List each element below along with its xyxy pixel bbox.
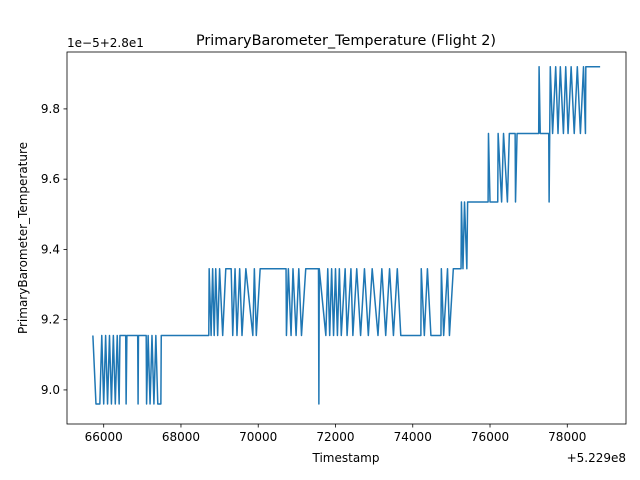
y-tick-label: 9.0: [41, 383, 60, 397]
y-tick-label: 9.4: [41, 242, 60, 256]
x-axis-label: Timestamp: [312, 451, 380, 465]
chart-title: PrimaryBarometer_Temperature (Flight 2): [196, 33, 496, 49]
x-tick-label: 68000: [162, 430, 200, 444]
y-offset-label: 1e−5+2.8e1: [67, 36, 144, 50]
x-tick-label: 70000: [239, 430, 277, 444]
y-tick-label: 9.2: [41, 313, 60, 327]
x-tick-label: 76000: [471, 430, 509, 444]
y-tick-label: 9.8: [41, 102, 60, 116]
x-tick-label: 66000: [85, 430, 123, 444]
y-axis-label: PrimaryBarometer_Temperature: [16, 142, 30, 334]
x-tick-label: 78000: [548, 430, 586, 444]
y-tick-label: 9.6: [41, 172, 60, 186]
axes-frame: [66, 51, 627, 425]
x-tick-label: 72000: [316, 430, 354, 444]
x-offset-label: +5.229e8: [567, 451, 626, 465]
x-tick-label: 74000: [394, 430, 432, 444]
data-line: [92, 66, 601, 405]
